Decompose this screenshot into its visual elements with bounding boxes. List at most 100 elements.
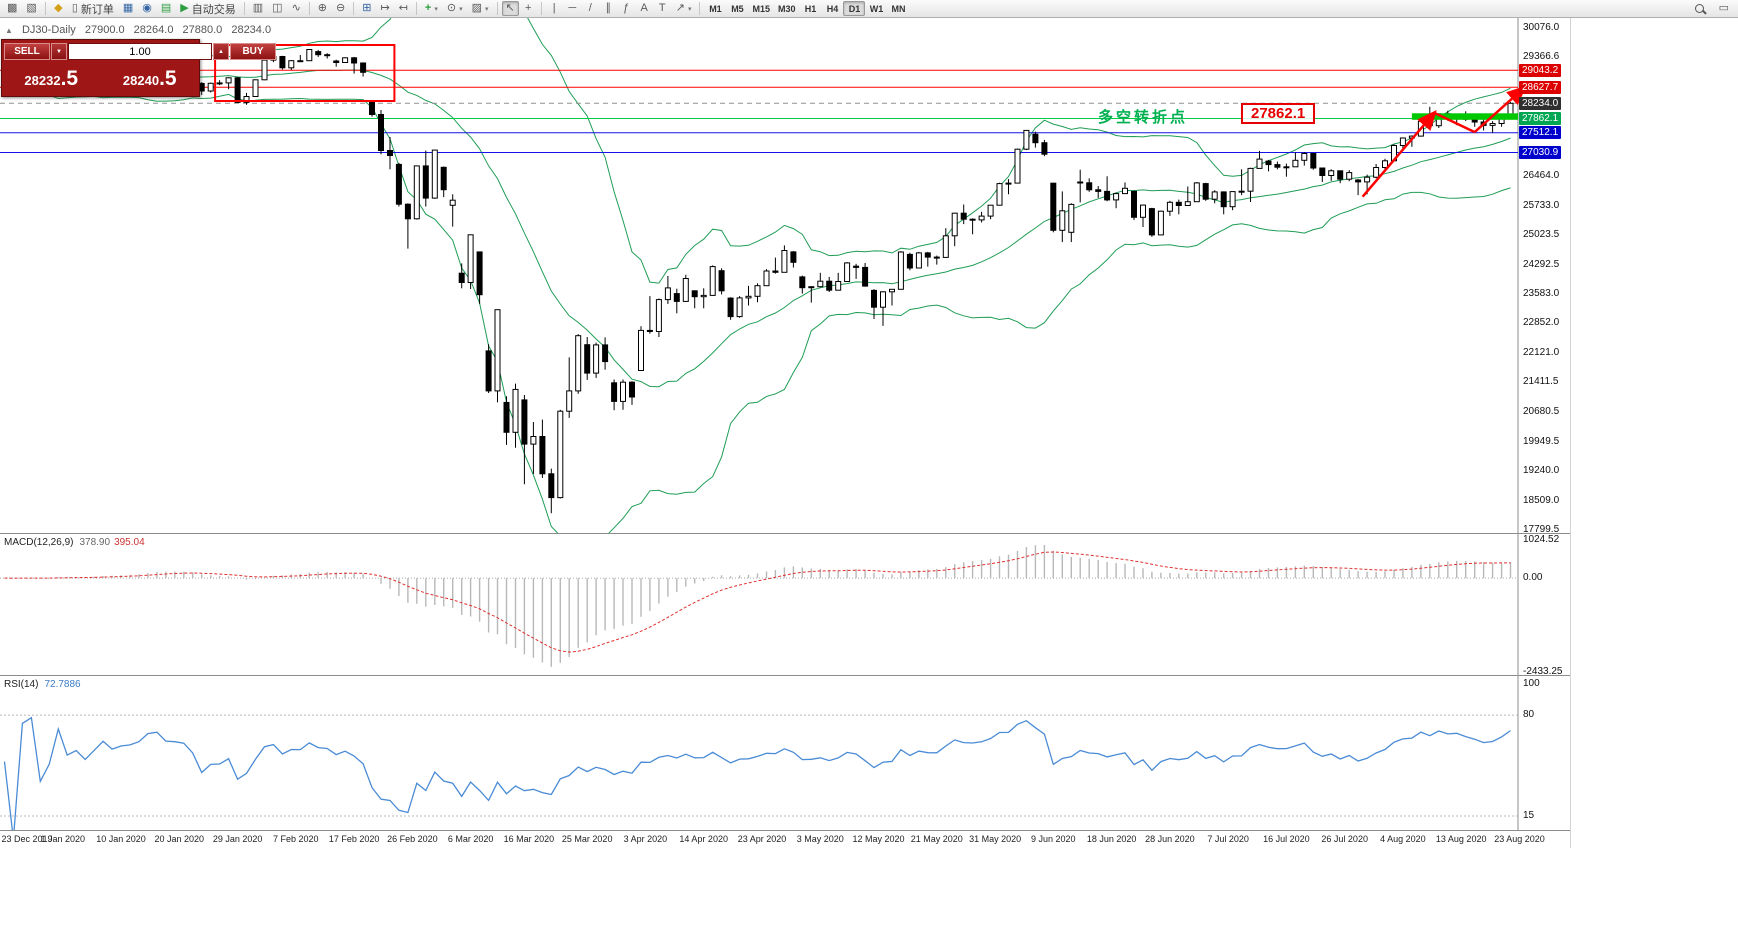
- trend-arrow-annotation[interactable]: [1433, 111, 1476, 134]
- date-label: 13 Aug 2020: [1435, 834, 1487, 844]
- cursor-tool-icon[interactable]: ↖: [501, 1, 519, 16]
- price-axis-label: 20680.5: [1523, 406, 1560, 418]
- fibonacci-tool-icon[interactable]: ƒ: [623, 2, 630, 14]
- buy-price[interactable]: 28240.5: [122, 67, 177, 90]
- timeframe-mn-button[interactable]: MN: [891, 3, 906, 14]
- rsi-value: 72.7886: [44, 679, 81, 690]
- rsi-axis-label: 100: [1523, 678, 1540, 689]
- bar-chart-type-icon[interactable]: ▥: [252, 2, 264, 14]
- macd-panel[interactable]: MACD(12,26,9) 378.90 395.04 1024.52 0.00 -24…: [0, 533, 1570, 677]
- price-axis-label: 21411.5: [1523, 376, 1559, 388]
- auto-trading-button[interactable]: ▶ 自动交易: [176, 1, 239, 16]
- candlestick-chart-type-icon[interactable]: ◫: [272, 2, 283, 14]
- rsi-label: RSI(14) 72.7886: [4, 679, 81, 690]
- support-band-annotation[interactable]: [1411, 113, 1518, 120]
- price-axis-label: 26464.0: [1523, 169, 1560, 181]
- rsi-axis-label: 15: [1523, 810, 1535, 821]
- timeframe-m30-button[interactable]: M30: [777, 3, 796, 14]
- price-axis-badge: 28627.7: [1519, 80, 1562, 94]
- date-label: 21 May 2020: [910, 834, 963, 844]
- auto-trading-label: 自动交易: [191, 3, 236, 16]
- rsi-line: [3, 716, 1511, 831]
- timeframe-m15-button[interactable]: M15: [752, 3, 770, 14]
- chart-profiles-icon[interactable]: ▧: [26, 2, 37, 14]
- lot-size-input[interactable]: [68, 43, 212, 60]
- date-label: 17 Feb 2020: [328, 834, 380, 844]
- horizontal-line-tool-icon[interactable]: ─: [568, 2, 577, 14]
- date-label: 31 May 2020: [969, 834, 1022, 844]
- shapes-tool-icon[interactable]: ↗ ▾: [675, 2, 692, 14]
- timeframe-w1-button[interactable]: W1: [869, 3, 884, 14]
- macd-histogram: [12, 545, 1512, 667]
- timeframe-m1-button[interactable]: M1: [709, 3, 722, 14]
- indicators-add-icon[interactable]: + ▾: [424, 2, 438, 14]
- main-toolbar: ▩ ▧ ◆ ▯ 新订单 ▦ ◉ ▤ ▶ 自动交易 ▥ ◫ ∿ ⊕ ⊖ ⊞ ↦ ↤ +…: [0, 0, 1738, 18]
- webterminal-icon[interactable]: ◉: [142, 2, 152, 14]
- timeframe-m5-button[interactable]: M5: [731, 3, 744, 14]
- date-label: 6 Mar 2020: [447, 834, 494, 844]
- ohlc-open: 27900.0: [84, 24, 125, 36]
- date-label: 26 Feb 2020: [387, 834, 438, 844]
- rsi-canvas[interactable]: [0, 676, 1570, 831]
- vertical-line-tool-icon[interactable]: |: [552, 2, 556, 14]
- consolidation-rectangle-annotation[interactable]: [214, 44, 396, 102]
- text-tool-icon[interactable]: A: [640, 2, 648, 14]
- date-label: 12 May 2020: [852, 834, 905, 844]
- sell-button[interactable]: SELL: [4, 43, 50, 60]
- rsi-panel[interactable]: RSI(14) 72.7886 100 80 15: [0, 675, 1570, 831]
- channel-tool-icon[interactable]: ∥: [605, 2, 611, 14]
- line-chart-type-icon[interactable]: ∿: [291, 2, 301, 14]
- tile-windows-icon[interactable]: ⊞: [362, 2, 372, 14]
- new-chart-window-icon[interactable]: ▩: [7, 2, 18, 14]
- timeframe-d1-button[interactable]: D1: [843, 1, 866, 16]
- search-icon[interactable]: [1689, 1, 1711, 16]
- buy-button[interactable]: BUY: [230, 43, 276, 60]
- macd-axis-label: -2433.25: [1523, 665, 1563, 677]
- collapse-one-click-icon[interactable]: ▲: [5, 26, 13, 35]
- bollinger-bands: [4, 18, 1511, 533]
- macd-canvas[interactable]: [0, 534, 1570, 676]
- turning-point-annotation: 多空转折点: [1098, 109, 1189, 126]
- date-label: 16 Jul 2020: [1263, 834, 1310, 844]
- trend-arrow-annotation[interactable]: [1361, 110, 1437, 198]
- lot-decrease-button[interactable]: ▼: [51, 43, 67, 60]
- price-axis-label: 24292.5: [1523, 258, 1560, 270]
- mql5-community-icon[interactable]: ◆: [54, 2, 63, 14]
- price-axis-label: 19949.5: [1523, 436, 1560, 448]
- sell-price[interactable]: 28232.5: [24, 67, 79, 90]
- date-label: 26 Jul 2020: [1321, 834, 1368, 844]
- crosshair-tool-icon[interactable]: +: [525, 2, 532, 14]
- date-label: 18 Jun 2020: [1086, 834, 1137, 844]
- lot-increase-button[interactable]: ▲: [213, 43, 229, 60]
- ebook-icon[interactable]: ▤: [160, 2, 172, 14]
- date-label: 4 Aug 2020: [1380, 834, 1426, 844]
- date-label: 23 Apr 2020: [737, 834, 787, 844]
- date-label: 9 Jun 2020: [1031, 834, 1076, 844]
- zoom-in-icon[interactable]: ⊕: [317, 2, 328, 14]
- date-label: 7 Feb 2020: [273, 834, 319, 844]
- macd-axis-label: 1024.52: [1523, 534, 1560, 545]
- timeframe-h1-button[interactable]: H1: [804, 3, 817, 14]
- price-axis-badge: 27862.1: [1519, 112, 1562, 125]
- macd-value: 378.90: [79, 537, 111, 548]
- price-chart-canvas[interactable]: [0, 18, 1570, 533]
- trendline-tool-icon[interactable]: /: [588, 2, 592, 14]
- date-axis[interactable]: 23 Dec 2019 1 Jan 2020 10 Jan 2020 20 Jan 2…: [0, 830, 1570, 848]
- chart-ohlc-header: ▲ DJ30-Daily 27900.0 28264.0 27880.0 282…: [5, 24, 277, 36]
- zoom-out-icon[interactable]: ⊖: [336, 2, 346, 14]
- price-axis-badge: 27030.9: [1519, 146, 1562, 159]
- pointer-icon[interactable]: ▭: [1718, 2, 1729, 14]
- depth-of-market-icon[interactable]: ▦: [122, 2, 134, 14]
- chart-shift-icon[interactable]: ↤: [398, 2, 408, 14]
- timeframe-h4-button[interactable]: H4: [826, 3, 839, 14]
- label-tool-icon[interactable]: T: [658, 2, 666, 14]
- templates-icon[interactable]: ▨ ▾: [471, 2, 489, 14]
- price-axis-label: 17799.5: [1523, 524, 1560, 535]
- price-chart-panel[interactable]: ▲ DJ30-Daily 27900.0 28264.0 27880.0 282…: [0, 18, 1570, 535]
- trend-arrow-annotation[interactable]: [1473, 85, 1527, 134]
- date-label: 10 Jan 2020: [96, 834, 146, 844]
- periods-icon[interactable]: ⊙ ▾: [446, 2, 463, 14]
- auto-scroll-icon[interactable]: ↦: [380, 2, 390, 14]
- new-order-button[interactable]: ▯ 新订单: [68, 1, 118, 16]
